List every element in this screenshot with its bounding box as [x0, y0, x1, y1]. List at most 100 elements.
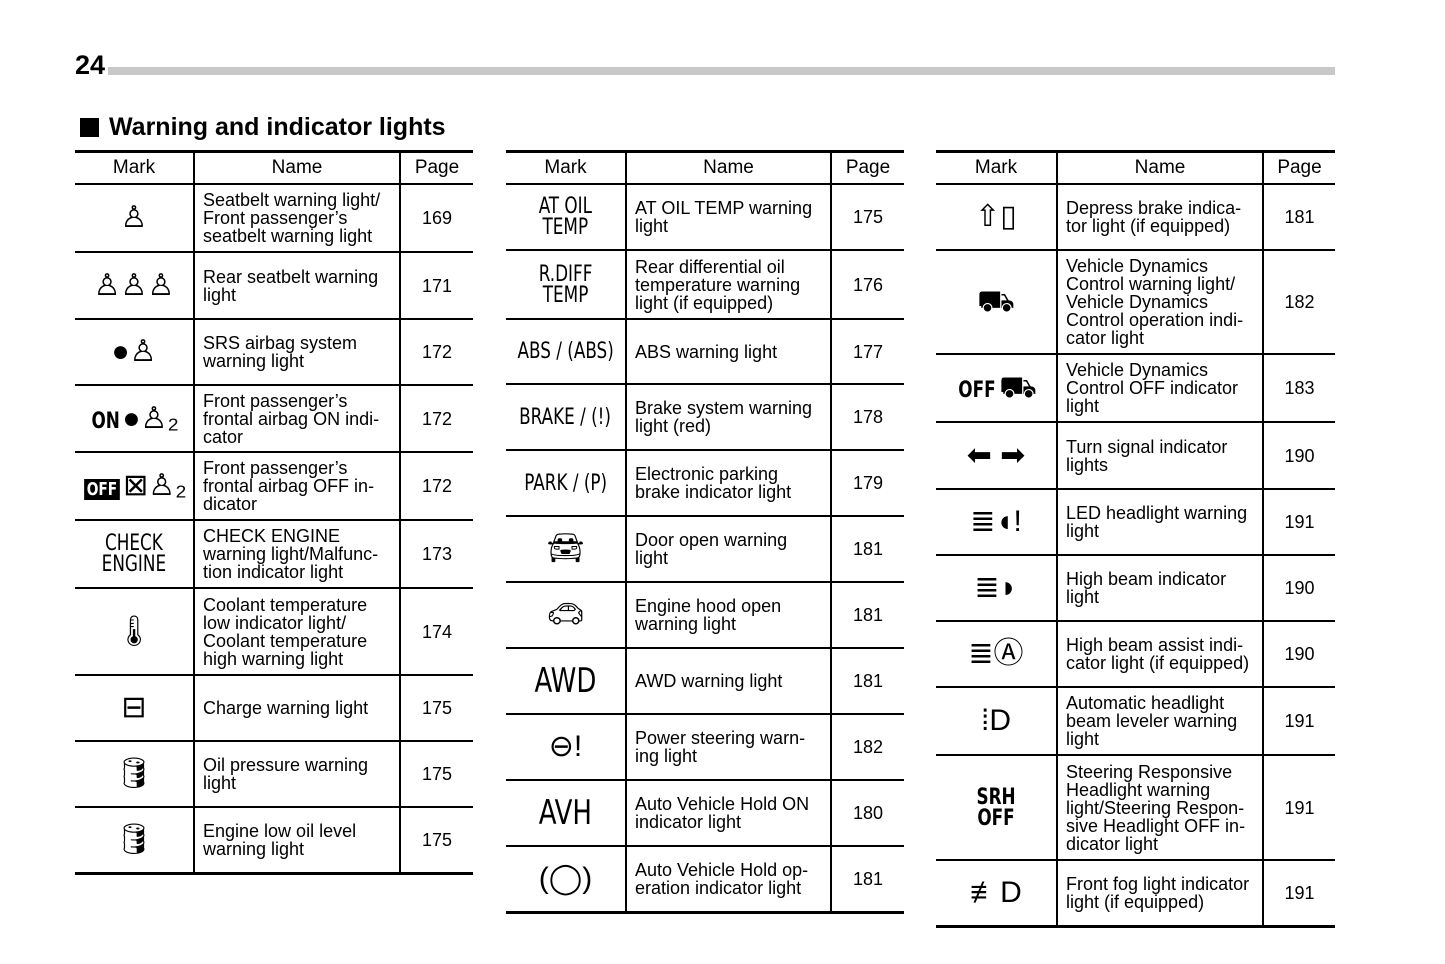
page-ref: 181 — [830, 648, 904, 715]
high-beam-assist-icon: ≣Ⓐ — [968, 637, 1024, 670]
mark-cell: ⊟ — [75, 675, 194, 742]
page-ref: 191 — [1262, 687, 1335, 756]
light-name: Engine hood open warning light — [625, 582, 831, 649]
vdc-off-icon: ⛟ — [999, 371, 1037, 404]
mark-cell: 🌡︎ — [75, 588, 194, 676]
page-ref: 175 — [399, 675, 473, 742]
page-ref: 171 — [399, 252, 473, 320]
page-ref: 172 — [399, 452, 473, 521]
mark-cell: ●♙ — [75, 319, 194, 386]
srh-off-icon: SRH OFF — [973, 786, 1019, 829]
light-name: Steering Responsive Headlight warning li… — [1056, 755, 1263, 861]
table-row: ≣◗ High beam indicator light 190 — [936, 555, 1335, 622]
table-header: Mark Name Page — [936, 150, 1335, 185]
high-beam-icon: ≣◗ — [974, 571, 1018, 604]
page-ref: 191 — [1262, 755, 1335, 861]
table-row: CHECK ENGINE CHECK ENGINE warning light/M… — [75, 520, 473, 589]
header-mark: Mark — [936, 150, 1057, 185]
check-engine-icon: CHECK ENGINE — [96, 533, 172, 576]
page-ref: 190 — [1262, 621, 1335, 688]
section-title: Warning and indicator lights — [80, 113, 446, 142]
airbag-icon: ●♙ — [111, 335, 157, 368]
led-headlight-icon: ≣◖! — [970, 505, 1022, 538]
oil-pressure-icon: 🛢︎ — [114, 757, 154, 790]
page-ref: 177 — [830, 319, 904, 385]
table-row: ≣Ⓐ High beam assist indi- cator light (if… — [936, 621, 1335, 688]
light-name: Rear seatbelt warning light — [193, 252, 400, 320]
page-ref: 181 — [830, 846, 904, 914]
awd-icon: AWD — [529, 664, 602, 698]
page-ref: 182 — [830, 714, 904, 781]
light-name: ABS warning light — [625, 319, 831, 385]
table-row: AWD AWD warning light 181 — [506, 648, 904, 715]
page-ref: 175 — [399, 807, 473, 875]
mark-cell: 🛢︎ — [75, 807, 194, 875]
avh-operation-icon: (◯) — [538, 861, 593, 895]
page-ref: 183 — [1262, 354, 1335, 423]
mark-label: BRAKE / (!) — [519, 404, 612, 430]
table-row: OFF ⊠♙₂ Front passenger’s frontal airbag O… — [75, 452, 473, 521]
page-ref: 181 — [830, 516, 904, 583]
mark-cell: AT OIL TEMP — [506, 184, 626, 251]
header-rule — [108, 67, 1335, 75]
page-ref: 175 — [830, 184, 904, 251]
mark-cell: 🛢︎ — [75, 741, 194, 808]
mark-cell: AWD — [506, 648, 626, 715]
table-row: PARK / (P) Electronic parking brake indic… — [506, 450, 904, 517]
table-row: ⛟ Vehicle Dynamics Control warning light/… — [936, 250, 1335, 355]
mark-cell: ⬅ ➡ — [936, 422, 1057, 490]
light-name: Turn signal indicator lights — [1056, 422, 1263, 490]
warning-lights-table-1: Mark Name Page ♙ Seatbelt warning light/ Fro… — [75, 150, 473, 875]
mark-label: ON — [91, 408, 120, 434]
table-row: 🚗︎ Engine hood open warning light 181 — [506, 582, 904, 649]
at-oil-temp-icon: AT OIL TEMP — [534, 196, 597, 239]
page-ref: 174 — [399, 588, 473, 676]
mark-cell: (◯) — [506, 846, 626, 914]
table-row: ♙♙♙ Rear seatbelt warning light 171 — [75, 252, 473, 320]
rear-seatbelt-icon: ♙♙♙ — [93, 268, 175, 302]
mark-cell: ≣Ⓐ — [936, 621, 1057, 688]
warning-lights-table-3: Mark Name Page ⇧▯ Depress brake indica- tor … — [936, 150, 1335, 928]
mark-cell: ≣◗ — [936, 555, 1057, 622]
warning-lights-table-2: Mark Name Page AT OIL TEMP AT OIL TEMP warni… — [506, 150, 904, 914]
header-name: Name — [1056, 150, 1263, 185]
table-row: 🌡︎ Coolant temperature low indicator ligh… — [75, 588, 473, 676]
power-steering-icon: ⊖! — [548, 730, 583, 763]
table-row: ABS / (ABS) ABS warning light 177 — [506, 319, 904, 385]
light-name: Seatbelt warning light/ Front passenger’… — [193, 184, 400, 253]
page-ref: 191 — [1262, 860, 1335, 928]
rdiff-temp-icon: R.DIFF TEMP — [534, 263, 597, 306]
light-name: Depress brake indica- tor light (if equi… — [1056, 184, 1263, 251]
mark-cell: ♙ — [75, 184, 194, 253]
page-ref: 190 — [1262, 422, 1335, 490]
page-ref: 176 — [830, 250, 904, 320]
table-row: ≣◖! LED headlight warning light 191 — [936, 489, 1335, 556]
brake-icon: BRAKE / (!) — [511, 404, 619, 430]
light-name: Brake system warning light (red) — [625, 384, 831, 451]
mark-cell: ABS / (ABS) — [506, 319, 626, 385]
table-row: OFF ⛟ Vehicle Dynamics Control OFF indicat… — [936, 354, 1335, 423]
depress-brake-icon: ⇧▯ — [975, 200, 1017, 233]
table-row: ⊖! Power steering warn- ing light 182 — [506, 714, 904, 781]
light-name: Rear differential oil temperature warnin… — [625, 250, 831, 320]
mark-cell: SRH OFF — [936, 755, 1057, 861]
page-ref: 180 — [830, 780, 904, 847]
mark-label: R.DIFF TEMP — [538, 261, 593, 308]
table-header: Mark Name Page — [75, 150, 473, 185]
mark-cell: ⊖! — [506, 714, 626, 781]
header-page: Page — [830, 150, 904, 185]
light-name: Auto Vehicle Hold op- eration indicator … — [625, 846, 831, 914]
mark-cell: AVH — [506, 780, 626, 847]
section-title-text: Warning and indicator lights — [109, 113, 446, 141]
mark-label: AVH — [538, 793, 593, 833]
light-name: Vehicle Dynamics Control OFF indicator l… — [1056, 354, 1263, 423]
page-ref: 178 — [830, 384, 904, 451]
page-ref: 191 — [1262, 489, 1335, 556]
table-row: 🛢︎ Engine low oil level warning light 175 — [75, 807, 473, 875]
page-ref: 173 — [399, 520, 473, 589]
seatbelt-icon: ♙ — [120, 201, 148, 234]
mark-label: OFF — [84, 479, 120, 500]
parking-brake-icon: PARK / (P) — [517, 472, 614, 494]
table-row: SRH OFF Steering Responsive Headlight war… — [936, 755, 1335, 861]
table-row: ⇧▯ Depress brake indica- tor light (if eq… — [936, 184, 1335, 251]
